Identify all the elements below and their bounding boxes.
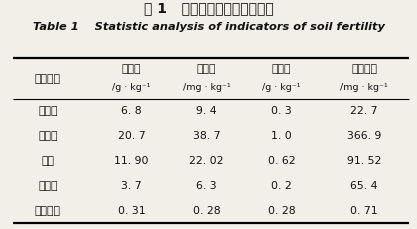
Text: 6. 3: 6. 3	[196, 181, 217, 191]
Text: 22. 02: 22. 02	[189, 156, 224, 166]
Text: 9. 4: 9. 4	[196, 106, 217, 116]
Text: 366. 9: 366. 9	[347, 131, 381, 141]
Text: 0. 62: 0. 62	[268, 156, 295, 166]
Text: /g · kg⁻¹: /g · kg⁻¹	[112, 83, 151, 92]
Text: 表 1   土壤各肥力指标统计分析: 表 1 土壤各肥力指标统计分析	[143, 1, 274, 15]
Text: 统计指标: 统计指标	[35, 74, 61, 84]
Text: 11. 90: 11. 90	[114, 156, 148, 166]
Text: 0. 2: 0. 2	[271, 181, 292, 191]
Text: 最小值: 最小值	[38, 106, 58, 116]
Text: 速效钾: 速效钾	[272, 64, 291, 74]
Text: 6. 8: 6. 8	[121, 106, 142, 116]
Text: /g · kg⁻¹: /g · kg⁻¹	[262, 83, 301, 92]
Text: 最大值: 最大值	[38, 131, 58, 141]
Text: 1. 0: 1. 0	[271, 131, 292, 141]
Text: 0. 28: 0. 28	[268, 206, 295, 216]
Text: /mg · kg⁻¹: /mg · kg⁻¹	[183, 83, 230, 92]
Text: 38. 7: 38. 7	[193, 131, 220, 141]
Text: 有效磷: 有效磷	[197, 64, 216, 74]
Text: 0. 71: 0. 71	[350, 206, 378, 216]
Text: 0. 3: 0. 3	[271, 106, 292, 116]
Text: 65. 4: 65. 4	[350, 181, 378, 191]
Text: /mg · kg⁻¹: /mg · kg⁻¹	[340, 83, 388, 92]
Text: Table 1    Statistic analysis of indicators of soil fertility: Table 1 Statistic analysis of indicators…	[33, 22, 384, 33]
Text: 0. 31: 0. 31	[118, 206, 145, 216]
Text: 水解性氮: 水解性氮	[351, 64, 377, 74]
Text: 0. 28: 0. 28	[193, 206, 220, 216]
Text: 3. 7: 3. 7	[121, 181, 142, 191]
Text: 22. 7: 22. 7	[350, 106, 378, 116]
Text: 有机质: 有机质	[122, 64, 141, 74]
Text: 变异系数: 变异系数	[35, 206, 61, 216]
Text: 20. 7: 20. 7	[118, 131, 145, 141]
Text: 91. 52: 91. 52	[347, 156, 381, 166]
Text: 标准差: 标准差	[38, 181, 58, 191]
Text: 均值: 均值	[41, 156, 55, 166]
